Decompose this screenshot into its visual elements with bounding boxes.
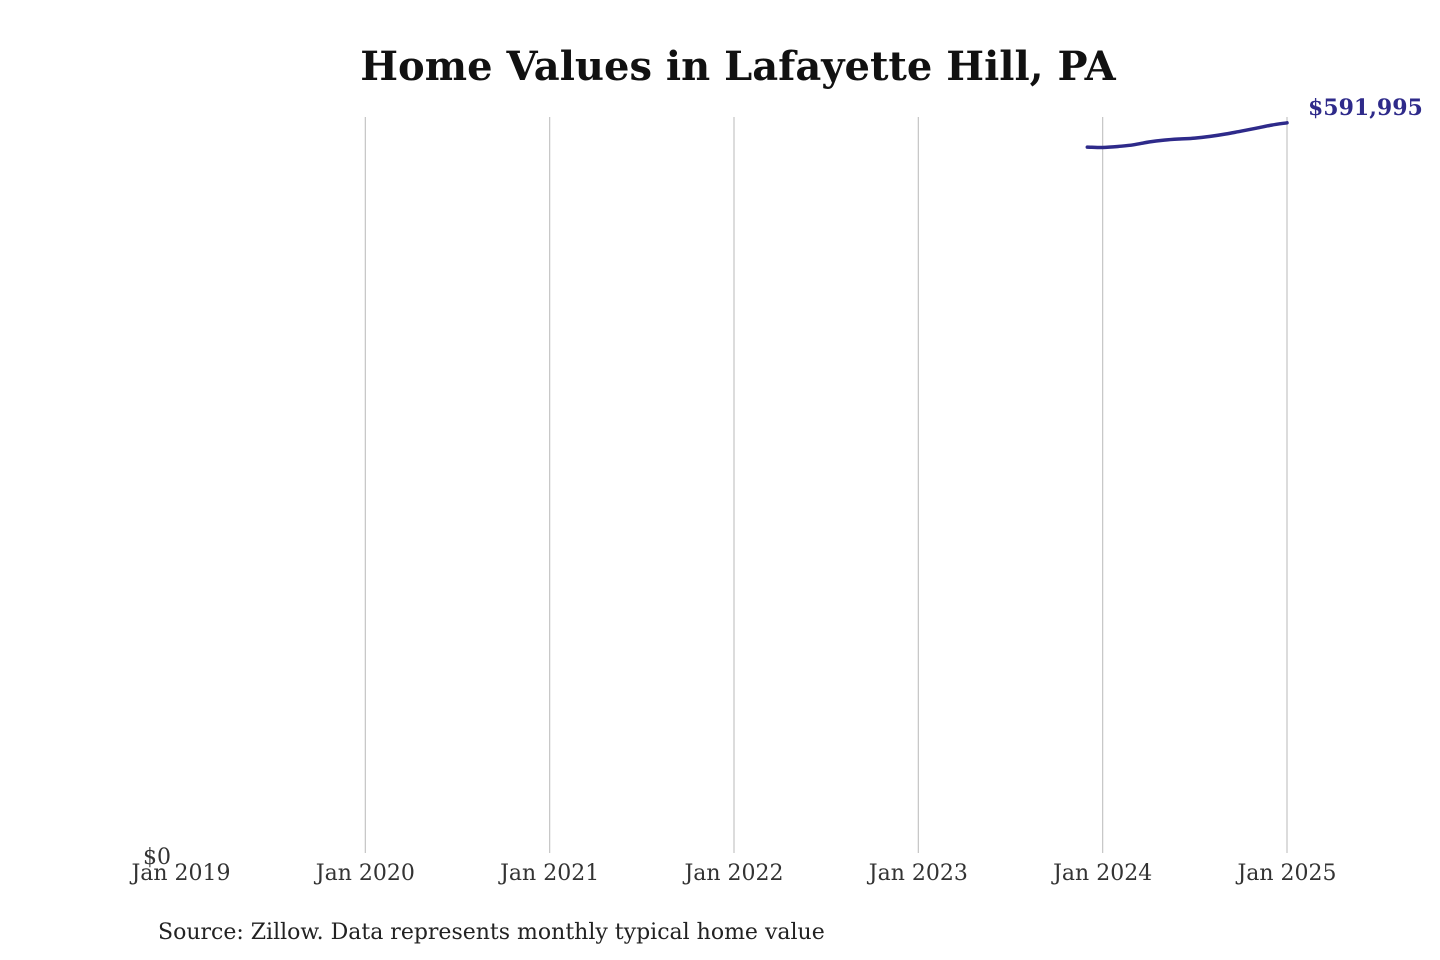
x-tick-label: Jan 2023: [867, 861, 968, 886]
gridlines: [364, 117, 1288, 853]
chart-title: Home Values in Lafayette Hill, PA: [360, 43, 1116, 90]
y-tick-label: $0: [143, 845, 171, 870]
latest-value-label: $591,995: [1308, 95, 1423, 121]
x-tick-label: Jan 2022: [682, 861, 783, 886]
x-axis-ticks: Jan 2019 Jan 2020 Jan 2021 Jan 2022 Jan 2023…: [129, 861, 1336, 886]
source-note: Source: Zillow. Data represents monthly …: [158, 920, 825, 945]
x-tick-label: Jan 2025: [1235, 861, 1336, 886]
x-tick-label: Jan 2020: [314, 861, 415, 886]
x-tick-label: Jan 2024: [1051, 861, 1152, 886]
x-tick-label: Jan 2021: [498, 861, 599, 886]
x-tick-label: Jan 2019: [129, 861, 230, 886]
home-value-line: [1085, 121, 1289, 150]
